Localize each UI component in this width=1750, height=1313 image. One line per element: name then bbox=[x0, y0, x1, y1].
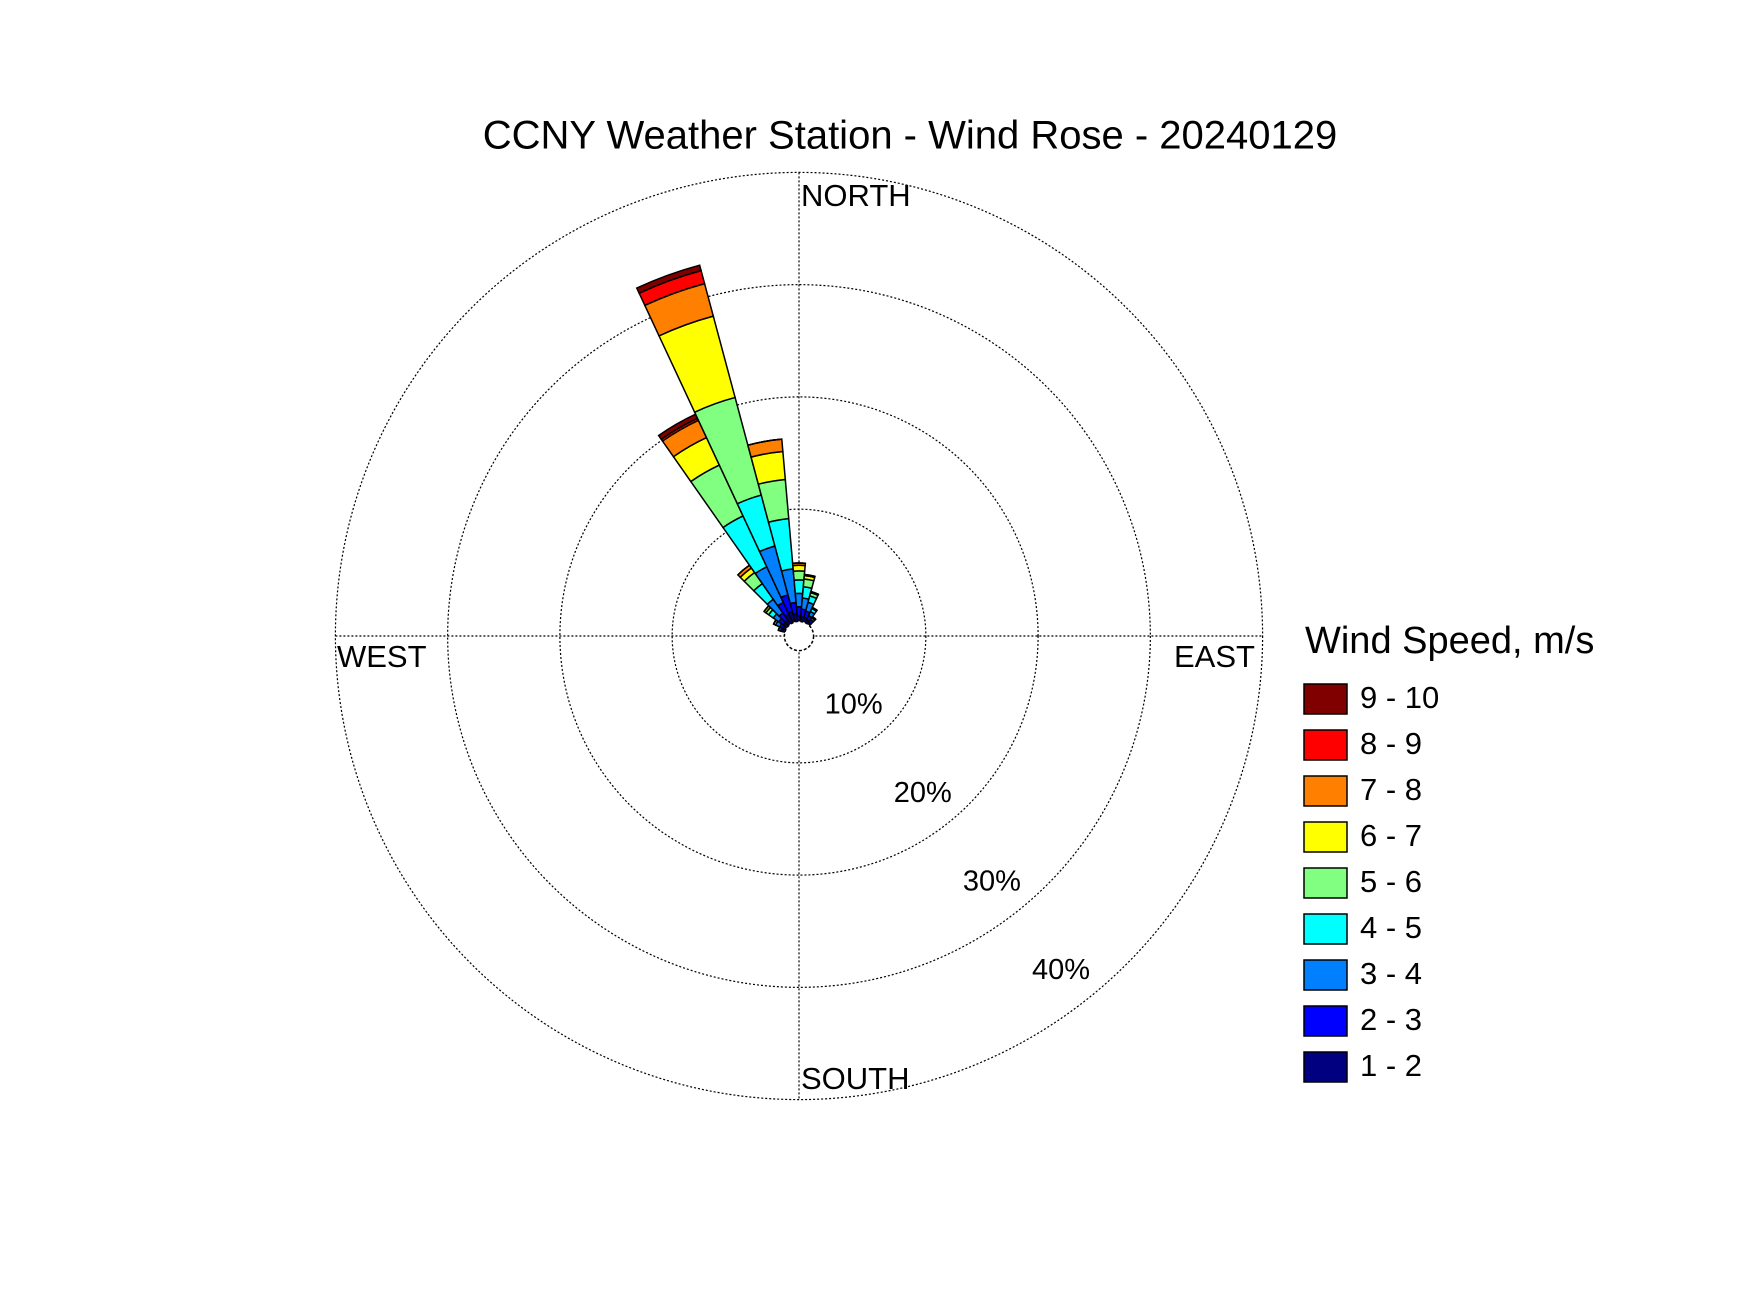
legend-swatch bbox=[1303, 1051, 1348, 1083]
legend-swatch bbox=[1303, 913, 1348, 945]
direction-label: SOUTH bbox=[801, 1061, 910, 1096]
legend-label: 9 - 10 bbox=[1360, 680, 1439, 715]
r-tick-label: 10% bbox=[825, 689, 883, 721]
direction-label: EAST bbox=[1174, 639, 1255, 674]
legend-label: 6 - 7 bbox=[1360, 818, 1422, 853]
wedge-segment bbox=[635, 264, 703, 295]
legend-swatch bbox=[1303, 775, 1348, 807]
r-tick-label: 30% bbox=[963, 866, 1021, 898]
direction-label: WEST bbox=[337, 639, 427, 674]
legend-label: 4 - 5 bbox=[1360, 910, 1422, 945]
legend-swatch bbox=[1303, 1005, 1348, 1037]
legend-label: 8 - 9 bbox=[1360, 726, 1422, 761]
wedge-segment bbox=[792, 570, 806, 581]
grid-circle bbox=[447, 284, 1151, 988]
legend-label: 5 - 6 bbox=[1360, 864, 1422, 899]
chart-title: CCNY Weather Station - Wind Rose - 20240… bbox=[483, 114, 1338, 158]
grid-circle bbox=[334, 171, 1264, 1101]
legend-swatch bbox=[1303, 683, 1348, 715]
legend-title: Wind Speed, m/s bbox=[1305, 620, 1594, 662]
legend-swatch bbox=[1303, 959, 1348, 991]
legend-swatch bbox=[1303, 729, 1348, 761]
legend-label: 7 - 8 bbox=[1360, 772, 1422, 807]
direction-label: NORTH bbox=[801, 178, 911, 213]
legend-label: 3 - 4 bbox=[1360, 956, 1422, 991]
center-hole bbox=[783, 620, 815, 652]
legend-label: 1 - 2 bbox=[1360, 1048, 1422, 1083]
legend-swatch bbox=[1303, 867, 1348, 899]
legend-label: 2 - 3 bbox=[1360, 1002, 1422, 1037]
legend-swatch bbox=[1303, 821, 1348, 853]
r-tick-label: 40% bbox=[1032, 954, 1090, 986]
grid-circle bbox=[559, 396, 1039, 876]
r-tick-label: 20% bbox=[894, 777, 952, 809]
wedge-segment bbox=[812, 616, 817, 620]
grid-circle bbox=[671, 508, 927, 764]
